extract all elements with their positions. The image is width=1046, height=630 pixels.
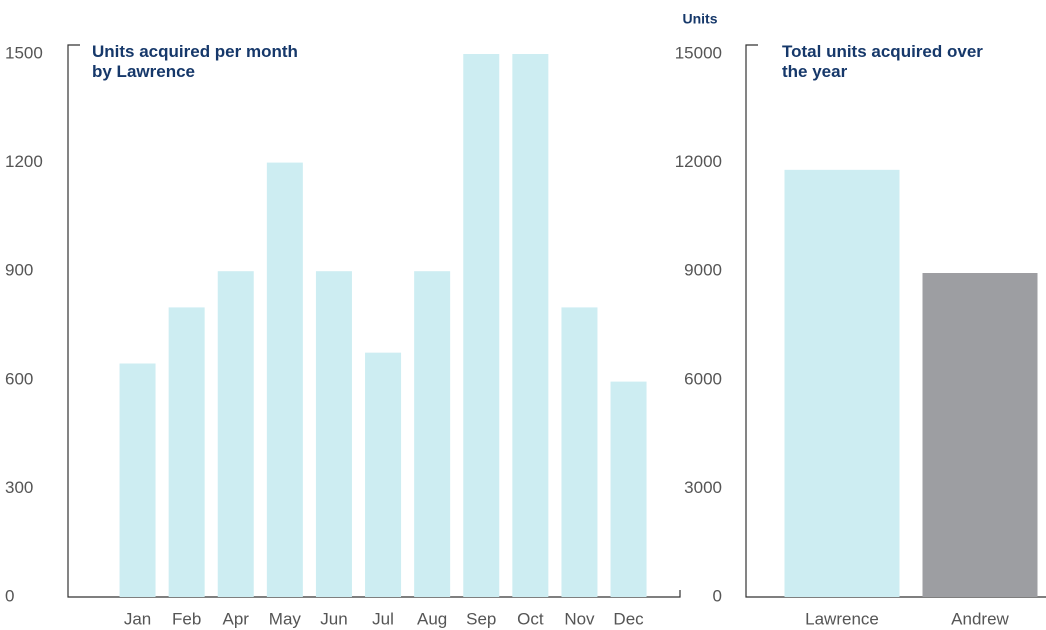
y-tick-label: 12000	[675, 152, 722, 171]
x-tick-label: Jul	[372, 609, 394, 628]
bar	[266, 162, 303, 597]
bar	[168, 307, 205, 597]
y-tick-label: 9000	[684, 261, 722, 280]
bar	[561, 307, 598, 597]
y-tick-label: 0	[5, 586, 14, 605]
x-tick-label: Nov	[564, 609, 595, 628]
x-tick-label: Lawrence	[805, 609, 879, 628]
x-tick-label: Dec	[613, 609, 644, 628]
chart-title: Units acquired per month by Lawrence	[92, 42, 298, 81]
x-tick-label: Oct	[517, 609, 544, 628]
bar	[463, 54, 500, 597]
bar	[119, 363, 156, 597]
y-tick-label: 1200	[5, 152, 43, 171]
x-tick-label: Sep	[466, 609, 496, 628]
x-tick-label: Apr	[223, 609, 250, 628]
y-tick-label: 6000	[684, 369, 722, 388]
bar	[315, 271, 352, 597]
left-title-box: Units acquired per month by Lawrence	[92, 42, 298, 81]
y-tick-label: 300	[5, 478, 33, 497]
bar	[217, 271, 254, 597]
y-tick-label: 0	[713, 586, 722, 605]
y-tick-label: 900	[5, 261, 33, 280]
left-axis	[67, 44, 681, 598]
y-tick-label: 1500	[5, 43, 43, 62]
x-tick-label: Feb	[172, 609, 201, 628]
bar	[784, 169, 900, 597]
bar	[365, 352, 402, 597]
bar	[512, 54, 549, 597]
y-tick-label: 600	[5, 369, 33, 388]
x-tick-label: May	[269, 609, 302, 628]
x-tick-label: Andrew	[951, 609, 1009, 628]
right-title-box: Total units acquired over the year	[782, 42, 983, 81]
x-tick-label: Jun	[320, 609, 347, 628]
chart-title: Total units acquired over the year	[782, 42, 983, 81]
y-tick-label: 15000	[675, 43, 722, 62]
bar	[610, 381, 647, 597]
x-tick-label: Jan	[124, 609, 151, 628]
y-tick-label: 3000	[684, 478, 722, 497]
bar	[414, 271, 451, 597]
bar	[922, 273, 1038, 597]
x-tick-label: Aug	[417, 609, 447, 628]
y-axis-label: Units	[683, 11, 718, 27]
